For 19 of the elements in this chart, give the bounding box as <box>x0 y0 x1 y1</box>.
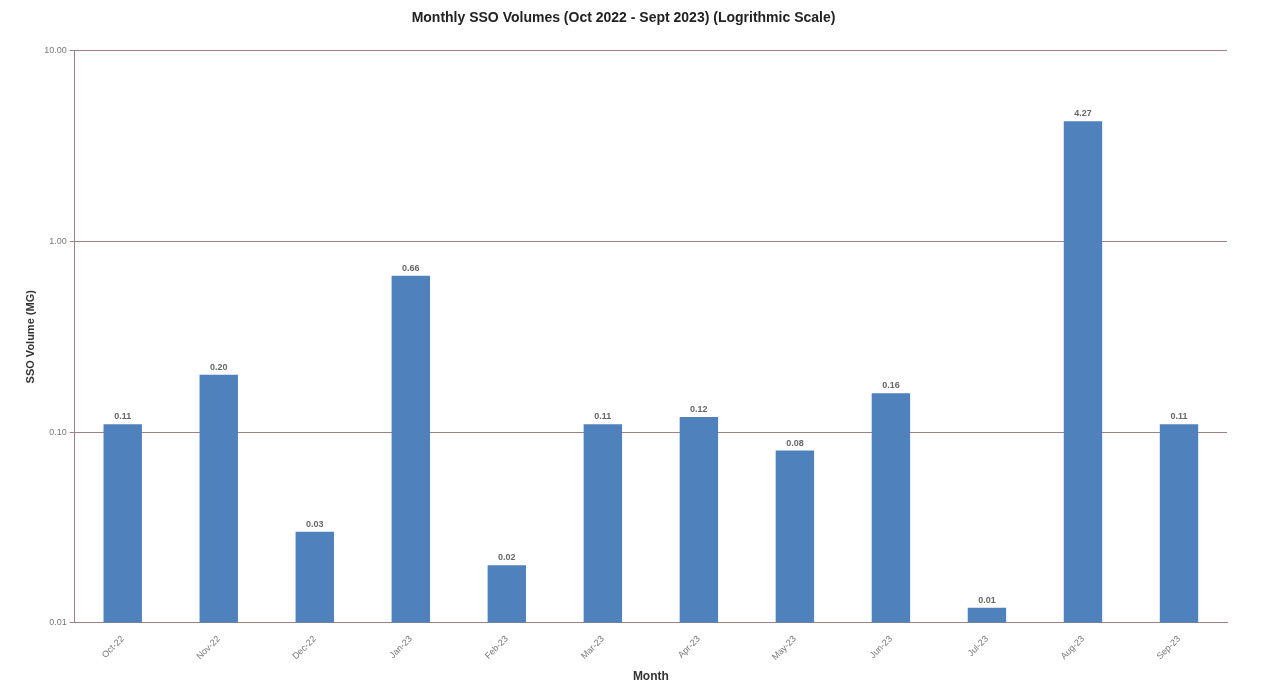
data-label: 0.66 <box>402 262 420 273</box>
y-tick-label: 10.00 <box>44 45 67 56</box>
data-label: 0.20 <box>209 361 228 372</box>
x-axis-title: Month <box>632 669 669 684</box>
y-tick-label: 0.10 <box>49 426 67 437</box>
y-tick-label: 0.01 <box>49 617 67 628</box>
y-axis-title: SSO Volume (MG) <box>23 289 36 384</box>
data-label: 0.11 <box>594 411 612 422</box>
data-label: 0.16 <box>882 380 900 391</box>
data-label: 0.11 <box>114 411 132 422</box>
data-label: 0.08 <box>786 437 804 448</box>
data-label: 0.12 <box>690 403 708 414</box>
y-tick-label: 1.00 <box>49 235 67 246</box>
data-label: 0.01 <box>978 594 996 605</box>
chart-title: Monthly SSO Volumes (Oct 2022 - Sept 2023) (Logrithmic Scale) <box>411 9 836 26</box>
data-label: 0.03 <box>306 518 324 529</box>
data-label: 0.11 <box>1170 411 1188 422</box>
data-label: 0.02 <box>498 552 516 563</box>
data-label: 4.27 <box>1074 108 1092 119</box>
